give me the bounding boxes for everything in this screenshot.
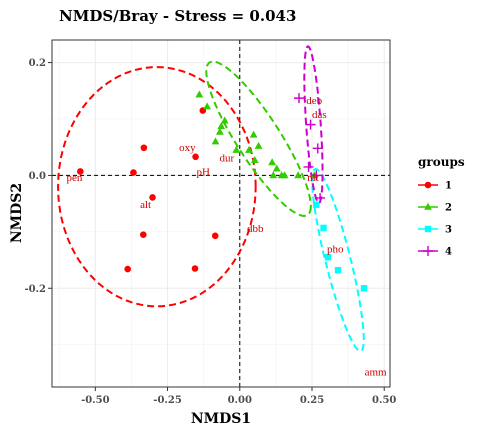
point-group-2 (249, 130, 258, 138)
legend-title: groups (418, 155, 465, 169)
point-group-2 (211, 137, 220, 145)
point-group-2 (269, 171, 278, 179)
point-group-3 (334, 267, 342, 274)
legend-label-4: 4 (445, 247, 452, 258)
point-group-2 (215, 127, 224, 135)
ellipse-group-4 (303, 45, 324, 204)
reference-lines (52, 40, 390, 387)
y-axis-ticks: -0.2 0.0 0.2 (24, 58, 52, 295)
y-tick-label: 0.2 (29, 58, 46, 69)
point-group-2 (272, 164, 281, 172)
point-group-2 (217, 122, 226, 130)
env-label-pho: pho (327, 244, 344, 256)
point-group-1 (130, 169, 137, 176)
data-points (77, 90, 368, 292)
ellipse-group-3 (311, 167, 365, 353)
chart-title: NMDS/Bray - Stress = 0.043 (59, 7, 296, 25)
point-group-1 (140, 144, 148, 152)
env-label-pH: pH (196, 166, 210, 178)
legend-label-2: 2 (445, 203, 452, 214)
env-label-dur: dur (220, 152, 235, 164)
x-tick-label: 0.00 (228, 395, 252, 406)
point-group-4 (305, 119, 316, 130)
point-group-4 (294, 93, 304, 104)
point-group-1 (191, 265, 199, 272)
point-group-1 (77, 168, 84, 175)
x-tick-label: -0.50 (81, 395, 110, 406)
legend-key-marker (424, 225, 432, 233)
point-group-1 (192, 153, 199, 161)
y-axis-title: NMDS2 (9, 183, 25, 243)
point-group-2 (250, 155, 259, 163)
point-group-3 (360, 285, 368, 292)
env-label-pen: pen (66, 172, 82, 184)
point-group-1 (211, 232, 219, 240)
env-label-amm: amm (365, 367, 387, 379)
point-group-2 (294, 171, 303, 179)
confidence-ellipses (57, 45, 365, 353)
legend-key-marker (424, 181, 432, 189)
x-tick-label: 0.50 (372, 395, 396, 406)
legend-label-1: 1 (445, 181, 452, 192)
point-group-2 (195, 90, 204, 98)
point-group-3 (324, 254, 332, 261)
env-label-das: das (312, 109, 327, 121)
point-group-4 (311, 170, 322, 181)
x-axis-title: NMDS1 (191, 411, 251, 427)
point-group-2 (254, 141, 263, 149)
legend-key-marker (424, 202, 432, 210)
point-group-2 (280, 171, 289, 179)
ellipse-group-1 (57, 66, 257, 308)
y-tick-label: -0.2 (24, 284, 46, 295)
x-axis-ticks: -0.50 -0.25 0.00 0.25 0.50 (81, 387, 396, 406)
point-group-2 (220, 116, 229, 124)
ellipse-group-2 (205, 60, 312, 217)
env-label-oxy: oxy (179, 142, 196, 154)
point-group-1 (139, 231, 147, 238)
point-group-2 (268, 158, 277, 166)
point-group-3 (313, 201, 320, 208)
point-group-4 (312, 143, 323, 154)
x-tick-label: -0.25 (153, 395, 182, 406)
point-group-2 (245, 145, 253, 153)
env-label-alt: alt (140, 199, 151, 211)
point-group-4 (315, 192, 326, 203)
env-label-dbb: dbb (247, 223, 264, 235)
x-tick-label: 0.25 (300, 395, 324, 406)
legend-label-3: 3 (445, 225, 452, 236)
legend: 1 2 3 4 (418, 181, 452, 258)
point-group-3 (320, 224, 327, 232)
env-label-deb: deb (306, 95, 322, 107)
point-group-1 (149, 194, 156, 201)
grid (52, 40, 390, 387)
point-group-2 (203, 102, 212, 110)
plot-panel-border (51, 39, 391, 388)
point-group-2 (232, 145, 241, 153)
point-group-1 (124, 265, 131, 273)
y-tick-label: 0.0 (29, 171, 46, 182)
point-group-4 (303, 161, 314, 172)
legend-key-marker (423, 246, 433, 256)
env-label-nit: nit (307, 172, 319, 184)
